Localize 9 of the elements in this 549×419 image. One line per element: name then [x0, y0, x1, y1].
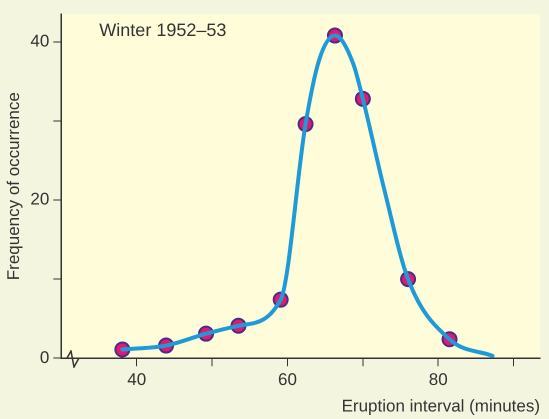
x-tick-label: 80 [428, 370, 448, 390]
y-tick-label: 20 [30, 190, 50, 209]
annotation: Winter 1952–53 [99, 20, 226, 40]
y-axis-title: Frequency of occurrence [4, 92, 23, 280]
x-tick-label: 60 [278, 370, 297, 390]
y-tick-label: 40 [30, 32, 50, 51]
x-axis-title: Eruption interval (minutes) [342, 396, 540, 416]
x-tick-label: 40 [127, 370, 146, 390]
y-tick-label: 0 [40, 348, 50, 367]
